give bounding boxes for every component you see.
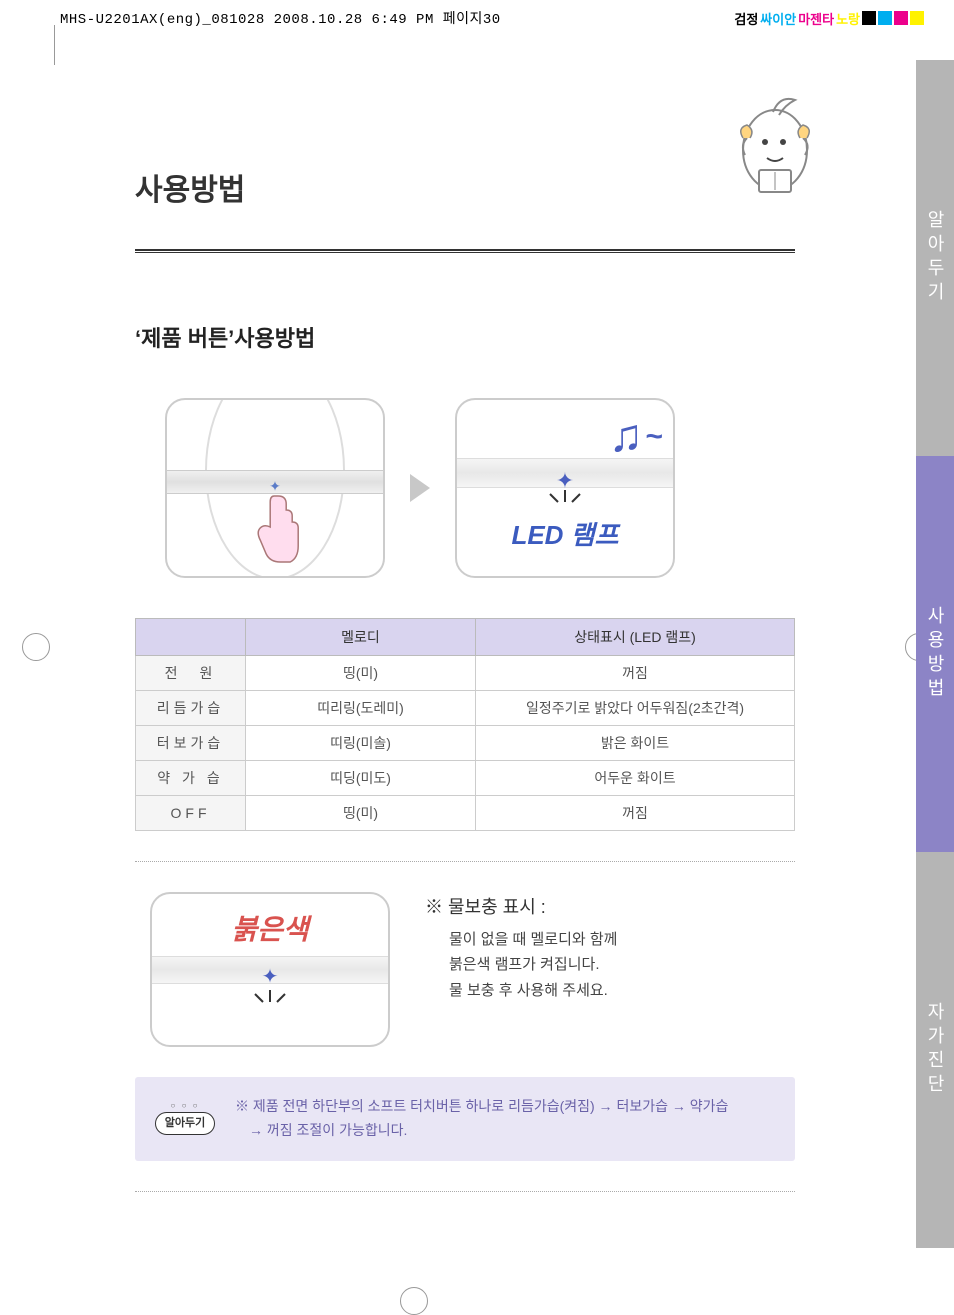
cell-melody: 띠링(미솔) bbox=[246, 726, 476, 761]
cell-melody: 띵(미) bbox=[246, 796, 476, 831]
cell-status: 어두운 화이트 bbox=[476, 761, 795, 796]
cell-mode: OFF bbox=[136, 796, 246, 831]
tip-icon: ○ ○ ○ 알아두기 bbox=[155, 1099, 215, 1139]
label-magenta: 마젠타 bbox=[798, 9, 834, 28]
cell-mode: 전 원 bbox=[136, 656, 246, 691]
illustration-led: ♫ ~ ✦ LED 램프 bbox=[455, 398, 675, 578]
arrow-icon bbox=[410, 474, 430, 502]
tip-box: ○ ○ ○ 알아두기 ※ 제품 전면 하단부의 소프트 터치버튼 하나로 리듬가… bbox=[135, 1077, 795, 1161]
side-tabs: 알아두기 사용방법 자가진단 bbox=[916, 60, 954, 1248]
table-row: 전 원 띵(미) 꺼짐 bbox=[136, 656, 795, 691]
status-table: 멜로디 상태표시 (LED 램프) 전 원 띵(미) 꺼짐 리듬가습 띠리링(도… bbox=[135, 618, 795, 831]
label-black: 검정 bbox=[734, 9, 758, 28]
crop-mark bbox=[22, 633, 50, 661]
label-cyan: 싸이안 bbox=[760, 9, 796, 28]
red-label: 붉은색 bbox=[152, 908, 388, 948]
music-note-icon: ♫ bbox=[609, 408, 644, 462]
th-melody: 멜로디 bbox=[246, 619, 476, 656]
cell-mode: 약 가 습 bbox=[136, 761, 246, 796]
divider bbox=[135, 861, 795, 862]
tab-usage: 사용방법 bbox=[916, 456, 954, 852]
refill-line: 물이 없을 때 멜로디와 함께 bbox=[425, 927, 617, 953]
cell-mode: 터보가습 bbox=[136, 726, 246, 761]
table-body: 전 원 띵(미) 꺼짐 리듬가습 띠리링(도레미) 일정주기로 밝았다 어두워짐… bbox=[136, 656, 795, 831]
cell-melody: 띠리링(도레미) bbox=[246, 691, 476, 726]
tilde-icon: ~ bbox=[645, 420, 663, 454]
cell-status: 꺼짐 bbox=[476, 656, 795, 691]
illustration-row: ✦ ♫ ~ ✦ LED 램프 bbox=[165, 398, 795, 578]
illustration-refill: 붉은색 ✦ bbox=[150, 892, 390, 1047]
divider bbox=[135, 1191, 795, 1192]
th-status: 상태표시 (LED 램프) bbox=[476, 619, 795, 656]
refill-head: ※ 물보충 표시 : bbox=[425, 892, 617, 923]
label-yellow: 노랑 bbox=[836, 9, 860, 28]
section-title: ‘제품 버튼’사용방법 bbox=[135, 321, 795, 353]
crop-mark bbox=[54, 25, 55, 65]
swatch-yellow bbox=[910, 11, 924, 25]
print-header-left: MHS-U2201AX(eng)_081028 2008.10.28 6:49 … bbox=[60, 8, 501, 28]
print-header-colors: 검정 싸이안 마젠타 노랑 bbox=[734, 8, 924, 28]
refill-line: 물 보충 후 사용해 주세요. bbox=[425, 978, 617, 1004]
print-header: MHS-U2201AX(eng)_081028 2008.10.28 6:49 … bbox=[60, 8, 924, 28]
table-row: 약 가 습 띠딩(미도) 어두운 화이트 bbox=[136, 761, 795, 796]
page-content: 사용방법 ‘제품 버튼’사용방법 ✦ ♫ ~ ✦ LED 램프 bbox=[135, 165, 795, 1222]
table-row: 터보가습 띠링(미솔) 밝은 화이트 bbox=[136, 726, 795, 761]
refill-line: 붉은색 램프가 켜집니다. bbox=[425, 952, 617, 978]
refill-text: ※ 물보충 표시 : 물이 없을 때 멜로디와 함께 붉은색 램프가 켜집니다.… bbox=[425, 892, 617, 1003]
table-row: OFF 띵(미) 꺼짐 bbox=[136, 796, 795, 831]
cell-melody: 띵(미) bbox=[246, 656, 476, 691]
th-blank bbox=[136, 619, 246, 656]
page-title: 사용방법 bbox=[135, 165, 795, 251]
swatch-cyan bbox=[878, 11, 892, 25]
illustration-touch: ✦ bbox=[165, 398, 385, 578]
cell-melody: 띠딩(미도) bbox=[246, 761, 476, 796]
led-label: LED 램프 bbox=[457, 515, 673, 552]
crop-mark bbox=[400, 1287, 428, 1315]
tip-text-line: ※ 제품 전면 하단부의 소프트 터치버튼 하나로 리듬가습(켜짐) → 터보가… bbox=[235, 1095, 775, 1119]
cell-status: 일정주기로 밝았다 어두워짐(2초간격) bbox=[476, 691, 795, 726]
tab-info: 알아두기 bbox=[916, 60, 954, 456]
sparkle-icon: ✦ bbox=[262, 964, 279, 989]
tab-selfcheck: 자가진단 bbox=[916, 852, 954, 1248]
table-row: 리듬가습 띠리링(도레미) 일정주기로 밝았다 어두워짐(2초간격) bbox=[136, 691, 795, 726]
swatch-magenta bbox=[894, 11, 908, 25]
finger-icon bbox=[246, 492, 306, 567]
refill-section: 붉은색 ✦ ※ 물보충 표시 : 물이 없을 때 멜로디와 함께 붉은색 램프가… bbox=[135, 892, 795, 1047]
cell-status: 밝은 화이트 bbox=[476, 726, 795, 761]
cell-mode: 리듬가습 bbox=[136, 691, 246, 726]
rays-icon bbox=[245, 990, 295, 1020]
tip-icon-label: 알아두기 bbox=[155, 1112, 215, 1135]
cell-status: 꺼짐 bbox=[476, 796, 795, 831]
tip-text-line: → 꺼짐 조절이 가능합니다. bbox=[235, 1119, 775, 1143]
swatch-black bbox=[862, 11, 876, 25]
